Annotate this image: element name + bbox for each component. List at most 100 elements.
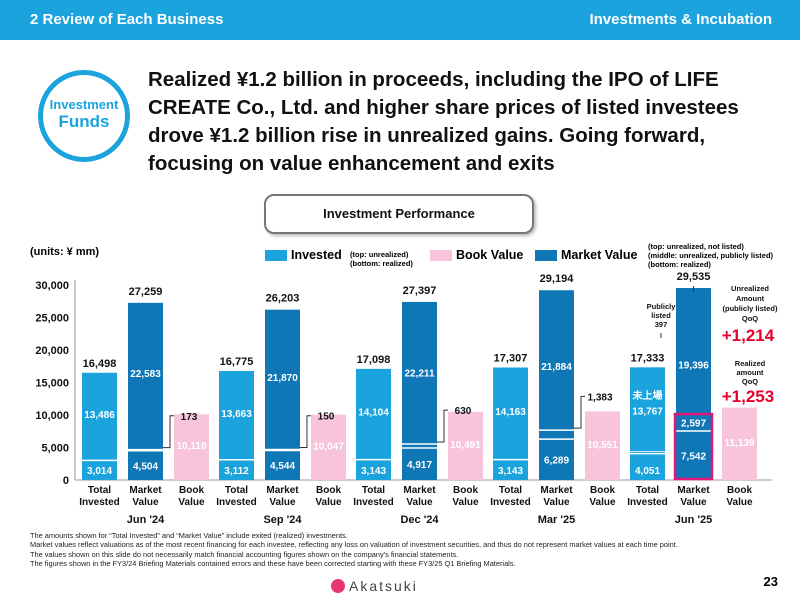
period-label: Jun '25 [675, 514, 712, 526]
legend-market-note-middle: (middle: unrealized, publicly listed) [648, 251, 774, 260]
invested-realized-bar [356, 459, 391, 480]
legend-market-note-top: (top: unrealized, not listed) [648, 242, 744, 251]
y-tick-label: 5,000 [41, 443, 69, 455]
x-bar-label-line2: Invested [490, 497, 531, 508]
x-bar-label-line1: Market [540, 485, 573, 496]
investment-performance-title: Investment Performance [264, 194, 534, 234]
y-tick-label: 30,000 [35, 280, 69, 292]
invested-total-label: 17,098 [357, 354, 391, 366]
x-bar-label-line2: Value [589, 497, 616, 508]
invested-unrealized-label: 13,767 [632, 407, 663, 418]
market-realized-label: 7,542 [681, 451, 706, 462]
market-realized-bar [539, 439, 574, 480]
akatsuki-logo: Akatsuki [331, 578, 418, 594]
callout-leader-line [300, 415, 311, 448]
footnotes: The amounts shown for “Total Invested” a… [30, 531, 790, 568]
x-bar-label-line2: Value [726, 497, 753, 508]
market-unlisted-label: 19,396 [678, 361, 709, 372]
x-bar-label-line2: Value [543, 497, 570, 508]
page-number: 23 [763, 574, 778, 589]
x-bar-label-line2: Value [132, 497, 159, 508]
market-realized-bar [128, 450, 163, 480]
market-listed-bar [402, 443, 437, 449]
book-value-label: 11,139 [724, 438, 754, 449]
market-realized-label: 4,504 [133, 461, 158, 472]
realized-qoq-note: amount [736, 368, 764, 377]
market-total-label: 27,259 [129, 286, 163, 298]
period-label: Mar '25 [538, 514, 575, 526]
publicly-listed-annotation: listed [651, 311, 671, 320]
unrealized-qoq-note: Unrealized [731, 284, 769, 293]
units-label: (units: ¥ mm) [30, 246, 100, 258]
invested-unrealized-bar [356, 368, 391, 460]
book-value-label: 10,551 [587, 440, 618, 451]
footnote-3: The values shown on this slide do not ne… [30, 549, 459, 559]
realized-qoq-note: QoQ [742, 377, 758, 386]
x-bar-label-line1: Book [590, 485, 615, 496]
market-unlisted-label: 22,211 [404, 369, 434, 380]
footnote-1: The amounts shown for “Total Invested” a… [30, 531, 348, 540]
legend-invested-note-bottom: (bottom: realized) [350, 259, 413, 268]
section-title: 2 Review of Each Business [30, 11, 224, 28]
unrealized-qoq-note: QoQ [742, 314, 758, 323]
footnote-2: Market values reflect valuations as of t… [30, 540, 678, 550]
legend-market-note: (top: unrealized, not listed) (middle: u… [648, 242, 773, 269]
market-realized-label: 4,917 [407, 460, 432, 471]
x-bar-label-line1: Book [316, 485, 341, 496]
legend-book-swatch [430, 250, 452, 262]
y-tick-label: 25,000 [35, 313, 69, 325]
badge-line1: Investment [49, 97, 119, 112]
x-bar-label-line1: Market [677, 485, 710, 496]
legend-market-label: Market Value [561, 248, 638, 262]
invested-total-label: 16,498 [83, 358, 117, 370]
invested-realized-label: 3,143 [361, 466, 386, 477]
x-bar-label-line1: Book [453, 485, 478, 496]
callout-leader-line [574, 395, 585, 429]
legend-invested-note-top: (top: unrealized) [350, 250, 409, 259]
x-bar-label-line2: Value [452, 497, 479, 508]
invested-realized-bar [630, 453, 665, 480]
market-unlisted-bar [539, 290, 574, 431]
invested-total-label: 16,775 [220, 356, 254, 368]
x-bar-label-line2: Value [315, 497, 342, 508]
legend-market-note-bottom: (bottom: realized) [648, 260, 711, 269]
invested-realized-label: 4,051 [635, 466, 660, 477]
investment-funds-badge: Investment Funds [38, 70, 130, 162]
book-value-bar [448, 411, 483, 480]
logo-icon [331, 579, 345, 593]
invested-unrealized-label: 14,163 [495, 407, 526, 418]
market-realized-bar [265, 450, 300, 480]
realized-qoq-value: +1,253 [722, 387, 774, 406]
book-value-bar [722, 407, 757, 480]
x-bar-label-line2: Value [680, 497, 707, 508]
market-total-label: 29,535 [677, 271, 711, 283]
market-unlisted-bar [402, 301, 437, 444]
legend-market-swatch [535, 250, 557, 262]
invested-unrealized-bar [493, 367, 528, 460]
invested-unlisted-note: 未上場 [632, 389, 663, 402]
book-value-label: 10,110 [176, 441, 206, 452]
invested-realized-bar [493, 459, 528, 480]
invested-realized-label: 3,143 [498, 466, 523, 477]
period-label: Sep '24 [263, 514, 302, 526]
realized-qoq-note: Realized [735, 359, 766, 368]
invested-unrealized-bar [630, 367, 665, 452]
period-label: Jun '24 [127, 514, 165, 526]
listed-amount-callout: 150 [318, 412, 335, 423]
legend-invested-note: (top: unrealized) (bottom: realized) [350, 250, 413, 268]
market-listed-label: 2,597 [681, 419, 706, 430]
x-bar-label-line2: Invested [353, 497, 394, 508]
headline: Realized ¥1.2 billion in proceeds, inclu… [148, 68, 739, 175]
listed-amount-callout: 630 [455, 406, 472, 417]
unrealized-qoq-note: Amount [736, 294, 765, 303]
header-bar: 2 Review of Each Business Investments & … [0, 0, 800, 40]
badge-line2: Funds [58, 112, 110, 131]
legend-book: Book Value [430, 248, 523, 262]
book-value-label: 10,491 [450, 440, 481, 451]
book-value-label: 10,047 [313, 441, 344, 452]
x-bar-label-line2: Invested [627, 497, 668, 508]
invested-realized-label: 3,112 [224, 466, 249, 477]
market-listed-bar [539, 430, 574, 440]
market-realized-label: 6,289 [544, 456, 569, 467]
